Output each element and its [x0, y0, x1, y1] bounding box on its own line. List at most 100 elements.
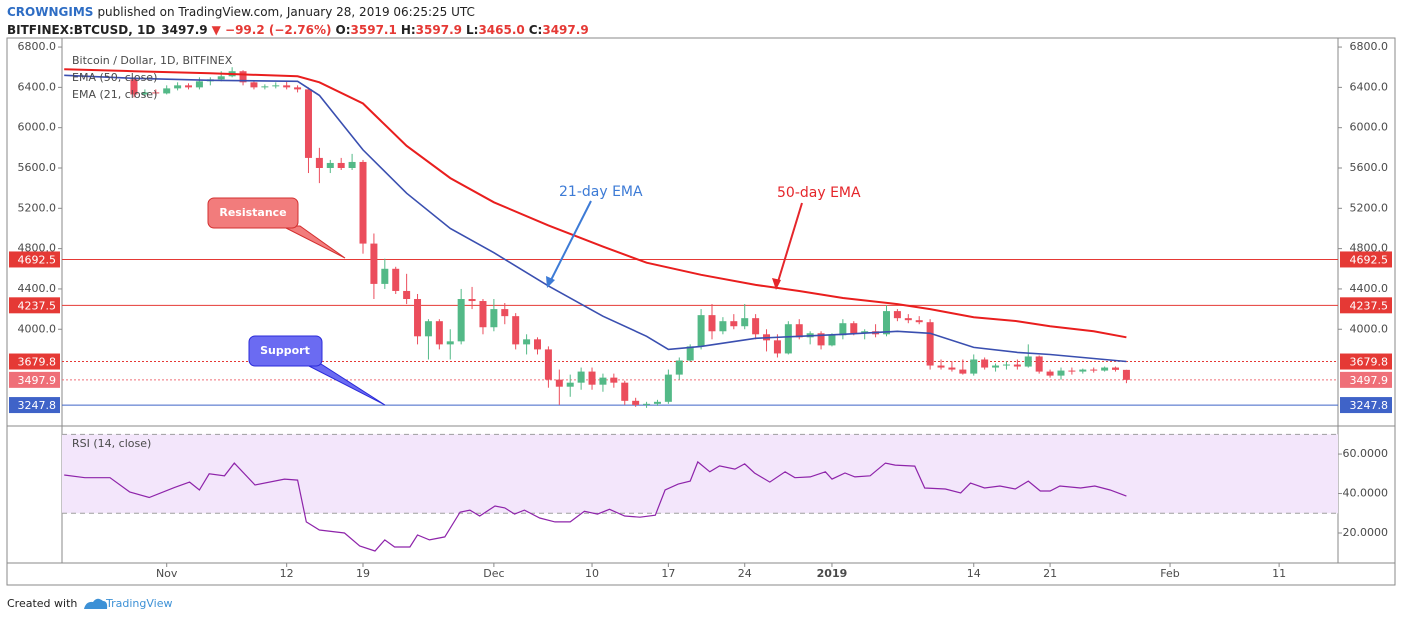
candle-body — [730, 321, 738, 327]
published: published on TradingView.com, January 28… — [97, 5, 474, 19]
level-label-bg — [1340, 297, 1392, 314]
x-tick-label: 19 — [356, 567, 370, 580]
level-label: 4692.5 — [18, 253, 57, 266]
candle-body — [512, 316, 520, 345]
candle-body — [926, 322, 934, 366]
level-label: 3247.8 — [1350, 399, 1389, 412]
candle-body — [414, 299, 422, 337]
candle-body — [304, 89, 312, 158]
ema-line — [64, 74, 1127, 363]
level-label: 3497.9 — [18, 374, 57, 387]
logo — [84, 598, 108, 609]
level-label-bg — [9, 397, 60, 414]
candle-body — [424, 321, 432, 337]
candle-body — [610, 377, 618, 383]
arrow-head — [772, 278, 781, 290]
y-tick-label: 5600.0 — [18, 161, 57, 174]
ohlc-value: 3465.0 — [478, 23, 524, 37]
candle-body — [795, 324, 803, 338]
author: CROWNGIMS — [7, 5, 93, 19]
candle-body — [1090, 369, 1098, 371]
candle-body — [1035, 356, 1043, 372]
last-price: 3497.9 — [161, 23, 207, 37]
ohlc-value: 3597.1 — [351, 23, 397, 37]
rsi-band — [62, 434, 1338, 514]
candle-body — [359, 161, 367, 244]
chart-title: Bitcoin / Dollar, 1D, BITFINEX — [72, 54, 233, 67]
candle-body — [1046, 371, 1054, 376]
candle-body — [839, 323, 847, 336]
candle-body — [348, 161, 356, 168]
candle-body — [457, 299, 465, 342]
callout-text: Resistance — [219, 206, 286, 219]
level-label: 4692.5 — [1350, 253, 1389, 266]
candle-body — [784, 324, 792, 354]
x-tick-label: 24 — [738, 567, 752, 580]
symbol: BITFINEX:BTCUSD, 1D — [7, 23, 155, 37]
level-label-bg — [1340, 371, 1392, 388]
level-label-bg — [9, 297, 60, 314]
y-tick-label: 4400.0 — [1350, 282, 1389, 295]
footer-text: Created with — [7, 597, 77, 610]
y-tick-label: 4800.0 — [18, 242, 57, 255]
y-tick-label: 40.0000 — [1343, 487, 1389, 500]
candle-body — [152, 92, 160, 94]
candle-body — [534, 339, 542, 350]
candle-body — [621, 382, 629, 401]
y-tick-label: 6000.0 — [1350, 121, 1389, 134]
candle-body — [970, 359, 978, 374]
ohlc-value: 3497.9 — [542, 23, 588, 37]
candle-body — [653, 401, 661, 404]
candle-body — [435, 321, 443, 345]
candle-body — [283, 85, 291, 88]
y-tick-label: 6800.0 — [18, 40, 57, 53]
ohlc-label: O: — [336, 23, 351, 37]
candle-body — [643, 403, 651, 405]
candle-body — [741, 318, 749, 327]
candle-body — [948, 367, 956, 370]
annotation-text: 50-day EMA — [777, 185, 861, 201]
candle-body — [686, 346, 694, 361]
x-tick-label: 14 — [967, 567, 981, 580]
annotation-arrow — [776, 202, 803, 286]
candle-body — [217, 76, 225, 80]
callout-box — [207, 197, 299, 229]
callout-box — [248, 335, 323, 367]
candle-body — [664, 374, 672, 402]
candle-body — [272, 85, 280, 87]
candle-body — [555, 379, 563, 387]
candle-body — [817, 333, 825, 346]
x-tick-label: 2019 — [817, 567, 848, 580]
candle-body — [861, 331, 869, 334]
candle-body — [185, 85, 193, 88]
plot-layer: 6800.0 6800.0 6400.0 6400.0 6000.0 6000.0 5600… — [9, 40, 1392, 580]
annotation-arrow — [548, 200, 592, 285]
candle-body — [315, 157, 323, 168]
y-tick-label: 60.0000 — [1343, 447, 1389, 460]
candle-body — [708, 315, 716, 332]
candle-body — [523, 339, 531, 345]
y-tick-label: 5200.0 — [18, 201, 57, 214]
x-tick-label: 17 — [661, 567, 675, 580]
candle-body — [599, 377, 607, 385]
y-tick-label: 4000.0 — [18, 322, 57, 335]
candle-body — [1079, 369, 1087, 372]
candle-body — [163, 88, 171, 94]
y-tick-label: 5200.0 — [1350, 201, 1389, 214]
symbol-line: BITFINEX:BTCUSD, 1D 3497.9 ▼ −99.2 (−2.76%… — [7, 23, 589, 37]
candle-body — [588, 371, 596, 385]
candle-body — [174, 85, 182, 89]
x-tick-label: 12 — [280, 567, 294, 580]
candle-body — [981, 359, 989, 368]
candle-body — [1112, 367, 1120, 370]
candle-body — [1101, 367, 1109, 371]
footer-brand: TradingView — [105, 597, 172, 610]
ohlc-label: L: — [466, 23, 478, 37]
y-tick-label: 20.0000 — [1343, 526, 1389, 539]
level-label-bg — [9, 251, 60, 268]
y-tick-label: 6400.0 — [18, 80, 57, 93]
level-label-bg — [9, 371, 60, 388]
rsi-line — [64, 460, 1127, 552]
level-label-bg — [1340, 397, 1392, 414]
level-label: 3679.8 — [1350, 356, 1389, 369]
